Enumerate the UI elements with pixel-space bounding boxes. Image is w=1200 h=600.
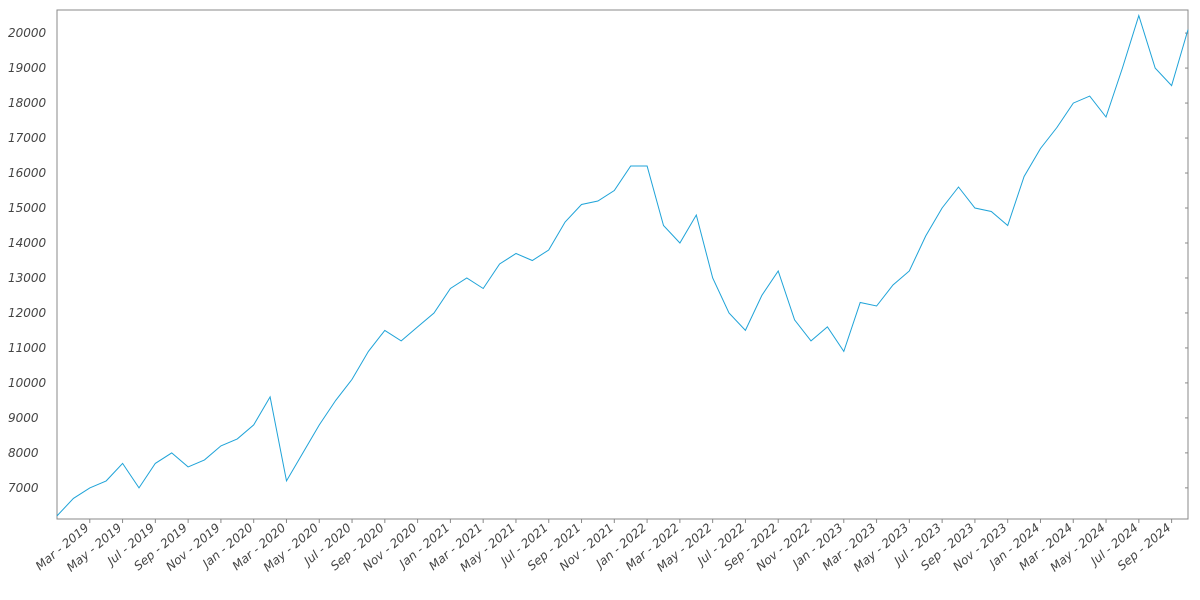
y-tick-label: 19000 <box>8 61 47 75</box>
line-series <box>56 13 1189 517</box>
plot-frame <box>56 9 1189 520</box>
y-tick-label: 9000 <box>8 411 39 425</box>
y-tick-label: 15000 <box>8 201 47 215</box>
y-tick-label: 20000 <box>8 26 47 40</box>
y-tick-label: 17000 <box>8 131 47 145</box>
y-tick-label: 12000 <box>8 306 47 320</box>
y-tick-label: 11000 <box>8 341 47 355</box>
y-tick-label: 18000 <box>8 96 47 110</box>
y-tick-label: 16000 <box>8 166 47 180</box>
y-tick-label: 7000 <box>8 481 39 495</box>
y-tick-label: 8000 <box>8 446 39 460</box>
y-tick-label: 14000 <box>8 236 47 250</box>
y-tick-label: 13000 <box>8 271 47 285</box>
y-tick-label: 10000 <box>8 376 47 390</box>
